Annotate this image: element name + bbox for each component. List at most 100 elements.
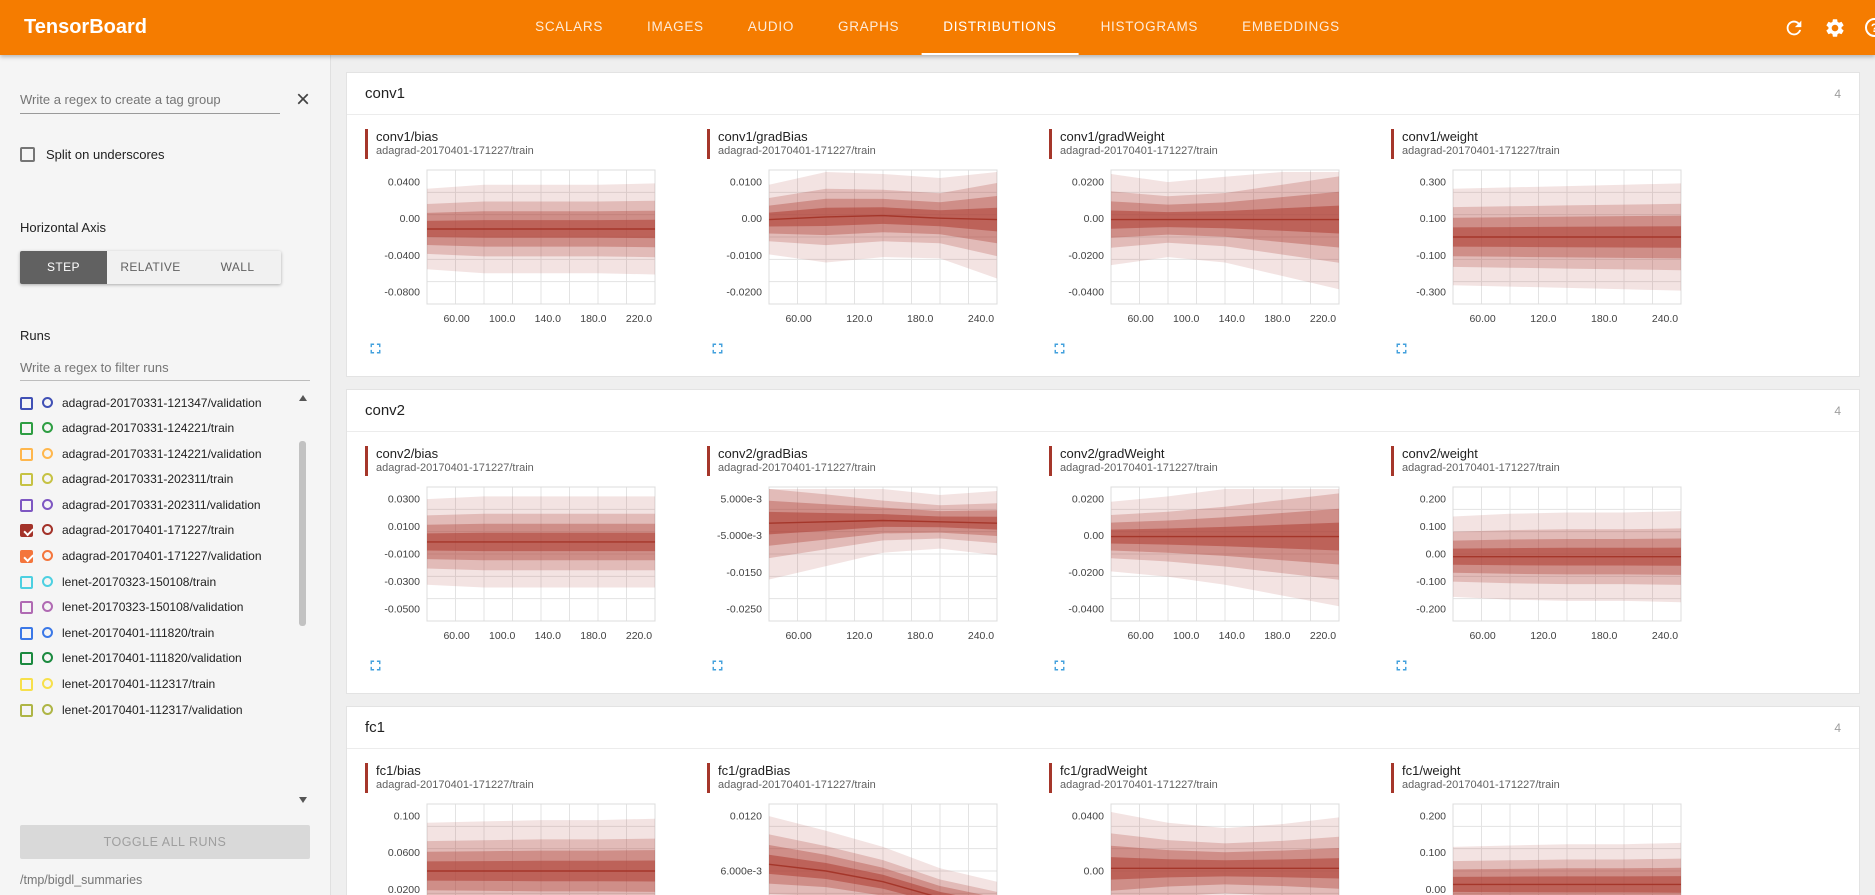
expand-icon[interactable] [709, 340, 726, 357]
run-item[interactable]: lenet-20170401-111820/train [20, 621, 292, 647]
run-color-circle[interactable] [42, 601, 53, 613]
runs-regex-input[interactable] [20, 354, 310, 381]
run-checkbox[interactable] [20, 550, 33, 564]
run-item[interactable]: adagrad-20170331-124221/validation [20, 442, 292, 468]
expand-icon[interactable] [1393, 340, 1410, 357]
tag-regex-input[interactable] [20, 85, 280, 114]
run-color-circle[interactable] [42, 575, 53, 587]
distribution-chart: conv2/bias adagrad-20170401-171227/train 0… [365, 446, 661, 677]
tab-graphs[interactable]: GRAPHS [838, 19, 900, 34]
run-color-circle[interactable] [42, 498, 53, 510]
run-color-circle[interactable] [42, 703, 53, 715]
run-checkbox[interactable] [20, 396, 33, 410]
run-color-circle[interactable] [42, 524, 53, 536]
run-item[interactable]: lenet-20170323-150108/validation [20, 595, 292, 621]
x-tick-label: 60.00 [1127, 313, 1153, 325]
axis-option-relative[interactable]: RELATIVE [107, 250, 194, 284]
toggle-all-runs-button[interactable]: TOGGLE ALL RUNS [20, 825, 310, 859]
distribution-band [769, 489, 997, 580]
runs-scrollbar[interactable] [296, 391, 310, 808]
expand-icon[interactable] [1051, 657, 1068, 674]
run-checkbox[interactable] [20, 652, 33, 666]
run-item[interactable]: lenet-20170401-111820/validation [20, 646, 292, 672]
distribution-plot[interactable]: 0.0300 0.0100 -0.0100 -0.0300 -0.0500 60.00 10… [365, 481, 661, 647]
distribution-plot[interactable]: 5.000e-3 -5.000e-3 -0.0150 -0.0250 60.00 120.… [707, 481, 1003, 647]
axis-option-wall[interactable]: WALL [194, 250, 281, 284]
split-underscores-checkbox[interactable]: Split on underscores [20, 146, 310, 162]
run-item[interactable]: lenet-20170401-112317/train [20, 672, 292, 698]
run-checkbox[interactable] [20, 447, 33, 461]
run-checkbox[interactable] [20, 601, 33, 615]
scrollbar-thumb[interactable] [299, 440, 306, 626]
distribution-plot[interactable]: 0.300 0.100 -0.100 -0.300 60.00 120.0 180.0 240… [1391, 164, 1687, 330]
runs-list-container: adagrad-20170331-121347/validation adagra… [20, 391, 310, 808]
expand-icon[interactable] [1393, 657, 1410, 674]
run-checkbox[interactable] [20, 626, 33, 640]
chart-titles: conv2/weight adagrad-20170401-171227/trai… [1402, 446, 1560, 476]
distribution-plot[interactable]: 0.0100 0.00 -0.0100 -0.0200 60.00 120.0 180.0 2… [707, 164, 1003, 330]
group-title[interactable]: fc1 [365, 719, 386, 736]
tab-audio[interactable]: AUDIO [747, 19, 795, 34]
x-tick-label: 180.0 [907, 313, 933, 325]
distribution-plot[interactable]: 0.0200 0.00 -0.0200 -0.0400 60.00 100.0 140.0 1… [1049, 481, 1345, 647]
run-color-circle[interactable] [42, 678, 53, 690]
expand-icon[interactable] [1051, 340, 1068, 357]
chart-titles: fc1/weight adagrad-20170401-171227/train [1402, 763, 1560, 793]
tab-embeddings[interactable]: EMBEDDINGS [1242, 19, 1340, 34]
run-item[interactable]: adagrad-20170331-121347/validation [20, 391, 292, 417]
distribution-plot[interactable]: 0.0200 0.00 -0.0200 -0.0400 60.00 100.0 140.0 1… [1049, 164, 1345, 330]
run-item[interactable]: adagrad-20170331-202311/train [20, 467, 292, 493]
run-item[interactable]: adagrad-20170331-202311/validation [20, 493, 292, 519]
expand-icon[interactable] [367, 657, 384, 674]
run-color-bar [1049, 129, 1052, 159]
x-tick-label: 180.0 [907, 630, 933, 642]
settings-icon[interactable] [1824, 17, 1846, 39]
run-item[interactable]: adagrad-20170401-171227/validation [20, 544, 292, 570]
scroll-up-icon[interactable] [299, 394, 307, 401]
tab-distributions[interactable]: DISTRIBUTIONS [921, 0, 1079, 55]
run-color-bar [1391, 129, 1394, 159]
run-checkbox[interactable] [20, 575, 33, 589]
distribution-plot[interactable]: 0.04000.00-0.040060.00100.0140.0180.0220… [1049, 798, 1345, 895]
run-color-circle[interactable] [42, 550, 53, 562]
x-tick-label: 60.00 [785, 313, 811, 325]
run-item[interactable]: adagrad-20170401-171227/train [20, 518, 292, 544]
distribution-plot[interactable]: 0.1000.06000.0200-0.020060.00100.0140.01… [365, 798, 661, 895]
distribution-plot[interactable]: 0.0400 0.00 -0.0400 -0.0800 60.00 100.0 140.0 1… [365, 164, 661, 330]
run-color-circle[interactable] [42, 447, 53, 459]
refresh-icon[interactable] [1783, 17, 1805, 39]
chart-title: conv2/bias [376, 446, 439, 461]
run-color-circle[interactable] [42, 473, 53, 485]
run-checkbox[interactable] [20, 498, 33, 512]
tab-histograms[interactable]: HISTOGRAMS [1100, 19, 1199, 34]
clear-regex-icon[interactable]: × [295, 85, 310, 113]
expand-icon[interactable] [367, 340, 384, 357]
run-item[interactable]: lenet-20170323-150108/train [20, 570, 292, 596]
axis-option-step[interactable]: STEP [20, 250, 107, 284]
run-color-circle[interactable] [42, 626, 53, 638]
run-color-circle[interactable] [42, 422, 53, 434]
run-color-circle[interactable] [42, 396, 53, 408]
help-icon[interactable] [1865, 18, 1875, 37]
group-title[interactable]: conv2 [365, 402, 406, 419]
scroll-down-icon[interactable] [299, 797, 307, 804]
chart-run-label: adagrad-20170401-171227/train [1402, 462, 1560, 474]
run-label: adagrad-20170331-202311/validation [62, 497, 261, 512]
run-checkbox[interactable] [20, 678, 33, 692]
run-checkbox[interactable] [20, 422, 33, 436]
tab-images[interactable]: IMAGES [647, 19, 704, 34]
run-color-circle[interactable] [42, 652, 53, 664]
distribution-plot[interactable]: 0.200 0.100 0.00 -0.100 -0.200 60.00 120.0 180.… [1391, 481, 1687, 647]
chart-actions [365, 657, 661, 677]
tab-scalars[interactable]: SCALARS [535, 19, 604, 34]
run-checkbox[interactable] [20, 703, 33, 717]
checkbox-icon[interactable] [20, 146, 35, 162]
group-title[interactable]: conv1 [365, 85, 406, 102]
run-item[interactable]: lenet-20170401-112317/validation [20, 698, 292, 724]
run-checkbox[interactable] [20, 524, 33, 538]
expand-icon[interactable] [709, 657, 726, 674]
run-item[interactable]: adagrad-20170331-124221/train [20, 416, 292, 442]
run-checkbox[interactable] [20, 473, 33, 487]
